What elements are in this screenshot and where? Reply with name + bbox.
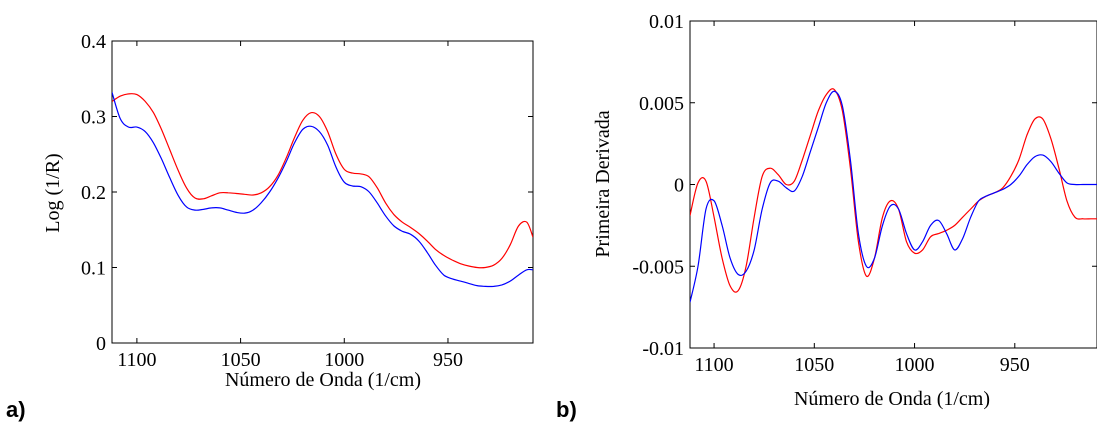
chart-a-x-tick-label: 1050 (221, 349, 261, 371)
chart-b-y-tick-label: -0.01 (642, 338, 684, 360)
chart-b-plot-area: 1100 1050 1000 950 -0.01 -0.005 0 0.005 0.01 (632, 11, 1097, 376)
chart-a-plot-area: 1100 1050 1000 950 0 0.1 0.2 0.3 0.4 (81, 31, 534, 371)
chart-b-series-line-1 (690, 88, 1097, 293)
chart-a-y-axis-label: Log (1/R) (42, 153, 64, 232)
chart-a-y-tick-label: 0.2 (81, 182, 106, 204)
chart-b-y-tick-label: 0 (674, 175, 684, 197)
chart-b-x-tick-label: 950 (1000, 354, 1030, 376)
chart-a-x-tick-label: 1100 (117, 349, 156, 371)
chart-b-y-tick-label: 0.005 (639, 93, 684, 115)
chart-a-series-line-1 (112, 93, 533, 269)
chart-b-y-tick-label: 0.01 (649, 11, 684, 33)
chart-a-series-line-2 (112, 92, 533, 288)
chart-b-series-line-2 (690, 90, 1097, 303)
chart-b-x-tick-label: 1050 (794, 354, 834, 376)
chart-a-x-axis-label: Número de Onda (1/cm) (225, 369, 421, 391)
panel-label-b: b) (556, 397, 577, 422)
chart-a: 1100 1050 1000 950 0 0.1 0.2 0.3 0.4 Número de O… (6, 31, 534, 422)
chart-b-x-tick-label: 1000 (895, 354, 935, 376)
chart-b-frame (689, 20, 1097, 349)
chart-b-x-axis-label: Número de Onda (1/cm) (794, 388, 990, 410)
chart-a-frame (111, 40, 534, 344)
chart-a-x-tick-label: 1000 (324, 349, 364, 371)
chart-a-y-tick-label: 0 (96, 333, 106, 355)
chart-a-y-tick-label: 0.1 (81, 258, 106, 280)
panel-label-a: a) (6, 397, 26, 422)
chart-a-y-tick-label: 0.3 (81, 107, 106, 129)
chart-a-y-tick-label: 0.4 (81, 31, 106, 53)
chart-b: 1100 1050 1000 950 -0.01 -0.005 0 0.005 0.01 Núm… (556, 11, 1097, 422)
chart-b-x-tick-label: 1100 (694, 354, 733, 376)
chart-a-x-tick-label: 950 (433, 349, 463, 371)
chart-b-y-axis-label: Primeira Derivada (592, 110, 614, 257)
chart-b-y-tick-label: -0.005 (632, 256, 684, 278)
